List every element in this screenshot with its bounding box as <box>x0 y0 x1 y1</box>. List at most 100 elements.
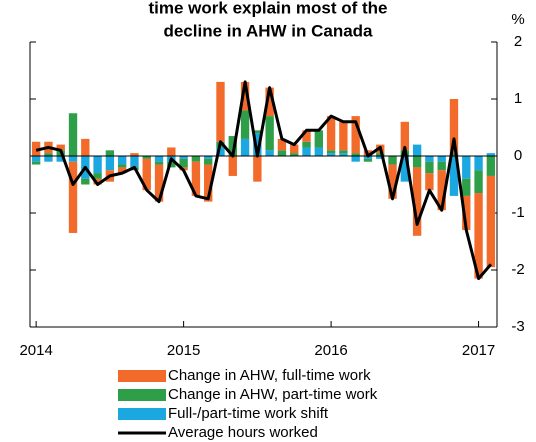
bar <box>117 164 127 168</box>
bar <box>68 156 78 162</box>
bar <box>179 158 188 168</box>
y-tick-label: -2 <box>511 261 524 278</box>
bar <box>376 153 385 156</box>
bar <box>474 170 483 194</box>
bar <box>204 156 213 159</box>
bar <box>56 144 65 151</box>
bar <box>31 156 41 162</box>
bar <box>44 153 53 156</box>
bar <box>56 156 65 162</box>
x-tick-label: 2014 <box>19 342 52 359</box>
bar <box>462 156 471 179</box>
bar <box>240 138 250 156</box>
x-tick-label: 2015 <box>167 342 200 359</box>
bar <box>437 161 446 171</box>
bar <box>302 130 311 142</box>
bar <box>474 156 483 171</box>
bar <box>216 81 225 142</box>
bar <box>93 173 102 179</box>
y-tick-label: 0 <box>514 147 522 164</box>
bar <box>253 156 262 182</box>
bar <box>31 161 41 165</box>
bar <box>314 130 323 148</box>
bar <box>326 153 336 156</box>
bar <box>191 161 201 196</box>
bar <box>179 156 188 159</box>
y-tick-label: -3 <box>511 318 524 335</box>
bar <box>154 161 164 165</box>
chart-title: time work explain most of the <box>149 0 388 17</box>
y-tick-label: -1 <box>511 204 524 221</box>
bar <box>412 167 422 236</box>
bar <box>142 156 151 159</box>
bar <box>412 156 422 168</box>
legend-label: Full-/part-time work shift <box>168 405 329 422</box>
bar <box>425 161 434 174</box>
legend-swatch <box>118 389 166 401</box>
bar <box>265 116 274 151</box>
bar <box>314 147 323 156</box>
bar <box>462 195 471 231</box>
bar <box>437 156 446 162</box>
bar <box>326 150 336 154</box>
bar <box>351 153 360 156</box>
bar <box>326 116 336 151</box>
x-tick-label: 2017 <box>462 342 495 359</box>
bar <box>253 130 262 134</box>
x-tick-label: 2016 <box>314 342 347 359</box>
bar <box>204 158 213 165</box>
legend-label: Average hours worked <box>168 424 318 441</box>
bar <box>240 81 250 111</box>
bar <box>400 121 410 151</box>
y-tick-label: 2 <box>514 33 522 50</box>
bar <box>412 144 422 156</box>
bar <box>376 156 385 159</box>
bar <box>277 138 287 151</box>
bar <box>339 150 348 154</box>
bar <box>154 156 164 162</box>
chart-title: decline in AHW in Canada <box>163 21 373 40</box>
bar <box>105 150 115 156</box>
bar <box>290 144 299 154</box>
bar <box>204 164 213 202</box>
bar <box>68 161 78 233</box>
legend-label: Change in AHW, part-time work <box>168 386 378 403</box>
bar <box>81 178 90 185</box>
legend-swatch <box>118 408 166 420</box>
legend-swatch <box>118 370 166 382</box>
bar <box>240 110 250 139</box>
bar <box>388 156 397 165</box>
bar <box>130 156 139 168</box>
bar <box>437 170 446 211</box>
bar <box>302 141 311 148</box>
bar <box>265 87 274 117</box>
bar <box>339 153 348 156</box>
line <box>35 80 493 281</box>
bar <box>105 156 115 171</box>
bar <box>154 164 164 202</box>
bar <box>130 153 139 156</box>
bar <box>474 193 483 279</box>
bar <box>290 153 299 156</box>
bar <box>400 156 410 182</box>
bar <box>228 136 237 156</box>
bar <box>216 147 225 156</box>
bar <box>388 164 397 199</box>
bar <box>167 147 176 156</box>
bar <box>425 156 434 162</box>
bar <box>449 156 459 196</box>
bar <box>93 156 102 174</box>
bar <box>191 156 201 162</box>
bar <box>68 113 78 156</box>
bar <box>253 133 262 156</box>
bar <box>277 150 287 156</box>
bar <box>142 158 151 191</box>
y-tick-label: 1 <box>514 90 522 107</box>
bar <box>425 173 434 191</box>
bar <box>117 156 127 165</box>
bar <box>449 153 459 156</box>
bar <box>462 178 471 196</box>
bar <box>449 99 459 154</box>
bar <box>351 156 360 162</box>
